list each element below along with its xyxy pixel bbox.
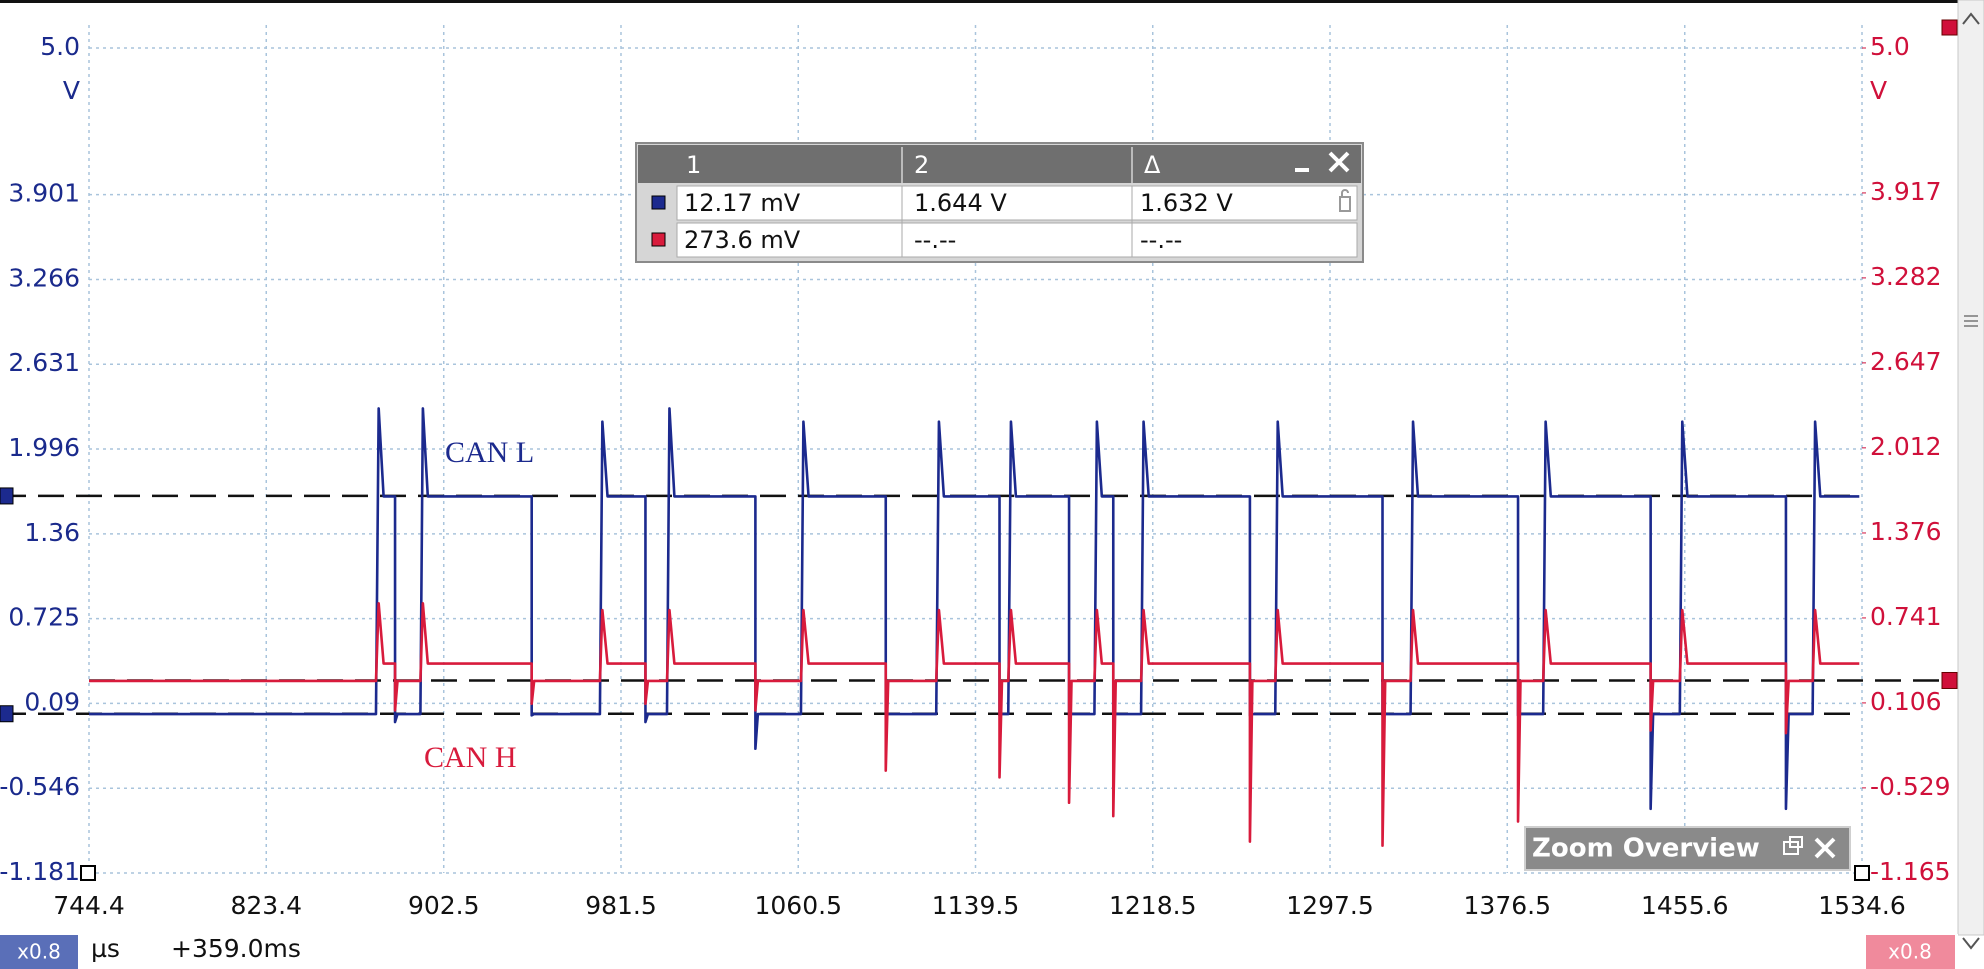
table-row: [676, 222, 1358, 258]
table-cell: --.--: [1140, 226, 1182, 254]
y2-tick-label: 0.741: [1870, 602, 1942, 631]
y2-tick-label: 5.0: [1870, 32, 1910, 61]
table-cell: 1.632 V: [1140, 189, 1233, 217]
y-tick-label: 1.36: [24, 518, 80, 547]
window-top-border: [0, 0, 1958, 3]
close-button[interactable]: [1814, 837, 1836, 859]
channel-b-top-marker[interactable]: [1941, 19, 1958, 36]
table-cell: 12.17 mV: [684, 189, 801, 217]
table-cell: 1.644 V: [914, 189, 1007, 217]
left-zoom-badge[interactable]: [0, 935, 78, 969]
y2-tick-label: -0.529: [1870, 772, 1951, 801]
axes: 744.4 823.4 902.5 981.5 1060.5 1139.5 1218.5 12…: [0, 32, 1958, 920]
table-header: [638, 145, 1361, 183]
cursor-handle: [0, 487, 14, 505]
table-cell: 273.6 mV: [684, 226, 801, 254]
y2-tick-label: 3.917: [1870, 177, 1942, 206]
x-tick-label: 1376.5: [1464, 891, 1551, 920]
y-tick-label: -0.546: [0, 772, 80, 801]
y-tick-label: 3.901: [8, 179, 80, 208]
status-bar: [0, 934, 1958, 969]
left-zoom-text: x0.8: [17, 940, 61, 964]
y-tick-label: 3.266: [8, 263, 80, 292]
channel-label: CAN H: [424, 741, 517, 774]
x-tick-label: 1218.5: [1109, 891, 1196, 920]
column-header: 1: [686, 151, 701, 179]
right-zoom-badge[interactable]: [1866, 935, 1955, 969]
x-tick-label: 902.5: [408, 891, 480, 920]
cursor-handle: [0, 705, 14, 723]
channel-label: CAN L: [445, 436, 534, 469]
table-cell: --.--: [914, 226, 956, 254]
x-tick-label: 1455.6: [1641, 891, 1728, 920]
traces: [0, 407, 1942, 847]
y2-tick-label: 0.106: [1870, 687, 1942, 716]
x-tick-label: 823.4: [230, 891, 302, 920]
y-tick-label: 1.996: [8, 433, 80, 462]
restore-button-back: [1789, 836, 1803, 848]
y2-tick-label: 3.282: [1870, 262, 1942, 291]
y-tick-label: -1.181: [0, 857, 80, 886]
x-tick-label: 1297.5: [1286, 891, 1373, 920]
y2-tick-label: -1.165: [1870, 857, 1951, 886]
scroll-up-arrow[interactable]: [1962, 12, 1980, 25]
x-tick-label: 1060.5: [755, 891, 842, 920]
x-unit: µs: [91, 934, 120, 963]
y-unit: V: [63, 76, 80, 105]
minimize-button[interactable]: [1295, 168, 1309, 172]
zoom-corner-handle: [80, 865, 96, 881]
scroll-down-arrow[interactable]: [1962, 937, 1980, 950]
trace: [89, 602, 1860, 847]
zoom-overview-bar: [1524, 826, 1851, 871]
table-row: [676, 185, 1358, 221]
cursor-handle: [1941, 671, 1958, 689]
channel-b-swatch: [651, 232, 666, 247]
close-button[interactable]: [1328, 151, 1350, 173]
time-offset: +359.0ms: [171, 934, 301, 963]
y2-tick-label: 1.376: [1870, 517, 1942, 546]
channel-a-swatch: [651, 195, 666, 210]
column-header: 2: [914, 151, 929, 179]
scrollbar[interactable]: [1957, 0, 1984, 936]
y-tick-label: 0.725: [8, 603, 80, 632]
y-tick-label: 2.631: [8, 348, 80, 377]
x-tick-label: 1534.6: [1818, 891, 1905, 920]
column-header: Δ: [1144, 151, 1161, 179]
y2-unit: V: [1870, 76, 1887, 105]
y2-tick-label: 2.012: [1870, 432, 1942, 461]
zoom-overview[interactable]: Zoom Overview: [1524, 826, 1851, 871]
zoom-corner-handle: [1854, 865, 1870, 881]
scroll-grip[interactable]: [1964, 315, 1978, 327]
y-tick-label: 5.0: [40, 32, 80, 61]
x-tick-label: 981.5: [585, 891, 657, 920]
x-tick-label: 744.4: [53, 891, 125, 920]
right-zoom-text: x0.8: [1888, 940, 1932, 964]
zoom-overview-title: Zoom Overview: [1532, 834, 1760, 864]
measurement-table[interactable]: 1 2 Δ 12.17 mV 1.644 V 1.632 V 273.6 mV …: [635, 142, 1364, 263]
y-tick-label: 0.09: [24, 687, 80, 716]
x-tick-label: 1139.5: [932, 891, 1019, 920]
lock-icon[interactable]: [1339, 189, 1351, 212]
y2-tick-label: 2.647: [1870, 347, 1942, 376]
